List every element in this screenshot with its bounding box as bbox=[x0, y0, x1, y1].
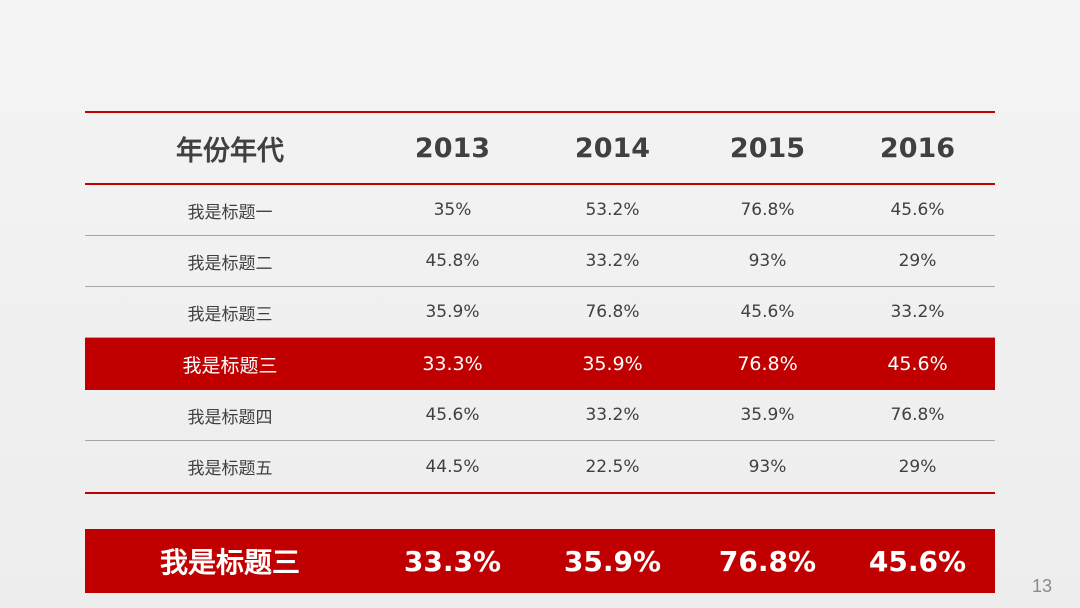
table-top-rule bbox=[85, 111, 995, 113]
row-value: 93% bbox=[748, 251, 787, 271]
table-bottom-rule bbox=[85, 492, 995, 494]
row-label: 我是标题三 bbox=[182, 354, 278, 377]
row-value: 76.8% bbox=[740, 200, 795, 220]
row-value: 93% bbox=[748, 456, 787, 477]
table-row: 我是标题二 45.8% 33.2% 93% 29% bbox=[85, 236, 995, 287]
row-value: 33.2% bbox=[585, 405, 640, 425]
summary-value: 45.6% bbox=[868, 544, 967, 578]
row-value: 45.8% bbox=[425, 251, 480, 271]
row-value: 35% bbox=[433, 200, 472, 220]
row-value: 45.6% bbox=[890, 200, 945, 220]
row-value: 33.2% bbox=[890, 302, 945, 322]
summary-row: 我是标题三 33.3% 35.9% 76.8% 45.6% bbox=[85, 529, 995, 593]
table-row: 我是标题一 35% 53.2% 76.8% 45.6% bbox=[85, 185, 995, 236]
row-label: 我是标题二 bbox=[187, 253, 273, 274]
row-value: 76.8% bbox=[585, 302, 640, 322]
row-value: 44.5% bbox=[425, 456, 480, 477]
table-header-row: 年份年代 2013 2014 2015 2016 bbox=[85, 113, 995, 183]
header-year: 2014 bbox=[574, 132, 651, 164]
row-value: 45.6% bbox=[425, 405, 480, 425]
row-label: 我是标题四 bbox=[187, 407, 273, 428]
header-year: 2015 bbox=[729, 132, 806, 164]
data-table: 年份年代 2013 2014 2015 2016 我是标题一 35% 53.2%… bbox=[85, 111, 995, 494]
row-value: 29% bbox=[898, 251, 937, 271]
row-value: 53.2% bbox=[585, 200, 640, 220]
row-value: 35.9% bbox=[582, 353, 643, 375]
summary-label: 我是标题三 bbox=[159, 546, 300, 579]
row-value: 22.5% bbox=[585, 456, 640, 477]
header-year: 2016 bbox=[879, 132, 956, 164]
row-value: 45.6% bbox=[887, 353, 948, 375]
page-number: 13 bbox=[1031, 576, 1052, 596]
table-row: 我是标题五 44.5% 22.5% 93% 29% bbox=[85, 441, 995, 492]
row-value: 76.8% bbox=[737, 353, 798, 375]
table-header-rule bbox=[85, 183, 995, 185]
header-year: 2013 bbox=[414, 132, 491, 164]
summary-value: 35.9% bbox=[563, 544, 662, 578]
row-value: 76.8% bbox=[890, 405, 945, 425]
row-label: 我是标题一 bbox=[187, 202, 273, 223]
row-value: 35.9% bbox=[425, 302, 480, 322]
row-value: 45.6% bbox=[740, 302, 795, 322]
row-value: 35.9% bbox=[740, 405, 795, 425]
table-row: 我是标题四 45.6% 33.2% 35.9% 76.8% bbox=[85, 390, 995, 441]
row-label: 我是标题五 bbox=[187, 459, 273, 479]
row-value: 33.3% bbox=[422, 353, 483, 375]
summary-value: 76.8% bbox=[718, 544, 817, 578]
table-row-highlight: 我是标题三 33.3% 35.9% 76.8% 45.6% bbox=[85, 338, 995, 390]
row-value: 33.2% bbox=[585, 251, 640, 271]
row-value: 29% bbox=[898, 456, 937, 477]
header-label: 年份年代 bbox=[176, 135, 284, 167]
table-row: 我是标题三 35.9% 76.8% 45.6% 33.2% bbox=[85, 287, 995, 338]
summary-value: 33.3% bbox=[403, 544, 502, 578]
row-label: 我是标题三 bbox=[187, 304, 273, 325]
